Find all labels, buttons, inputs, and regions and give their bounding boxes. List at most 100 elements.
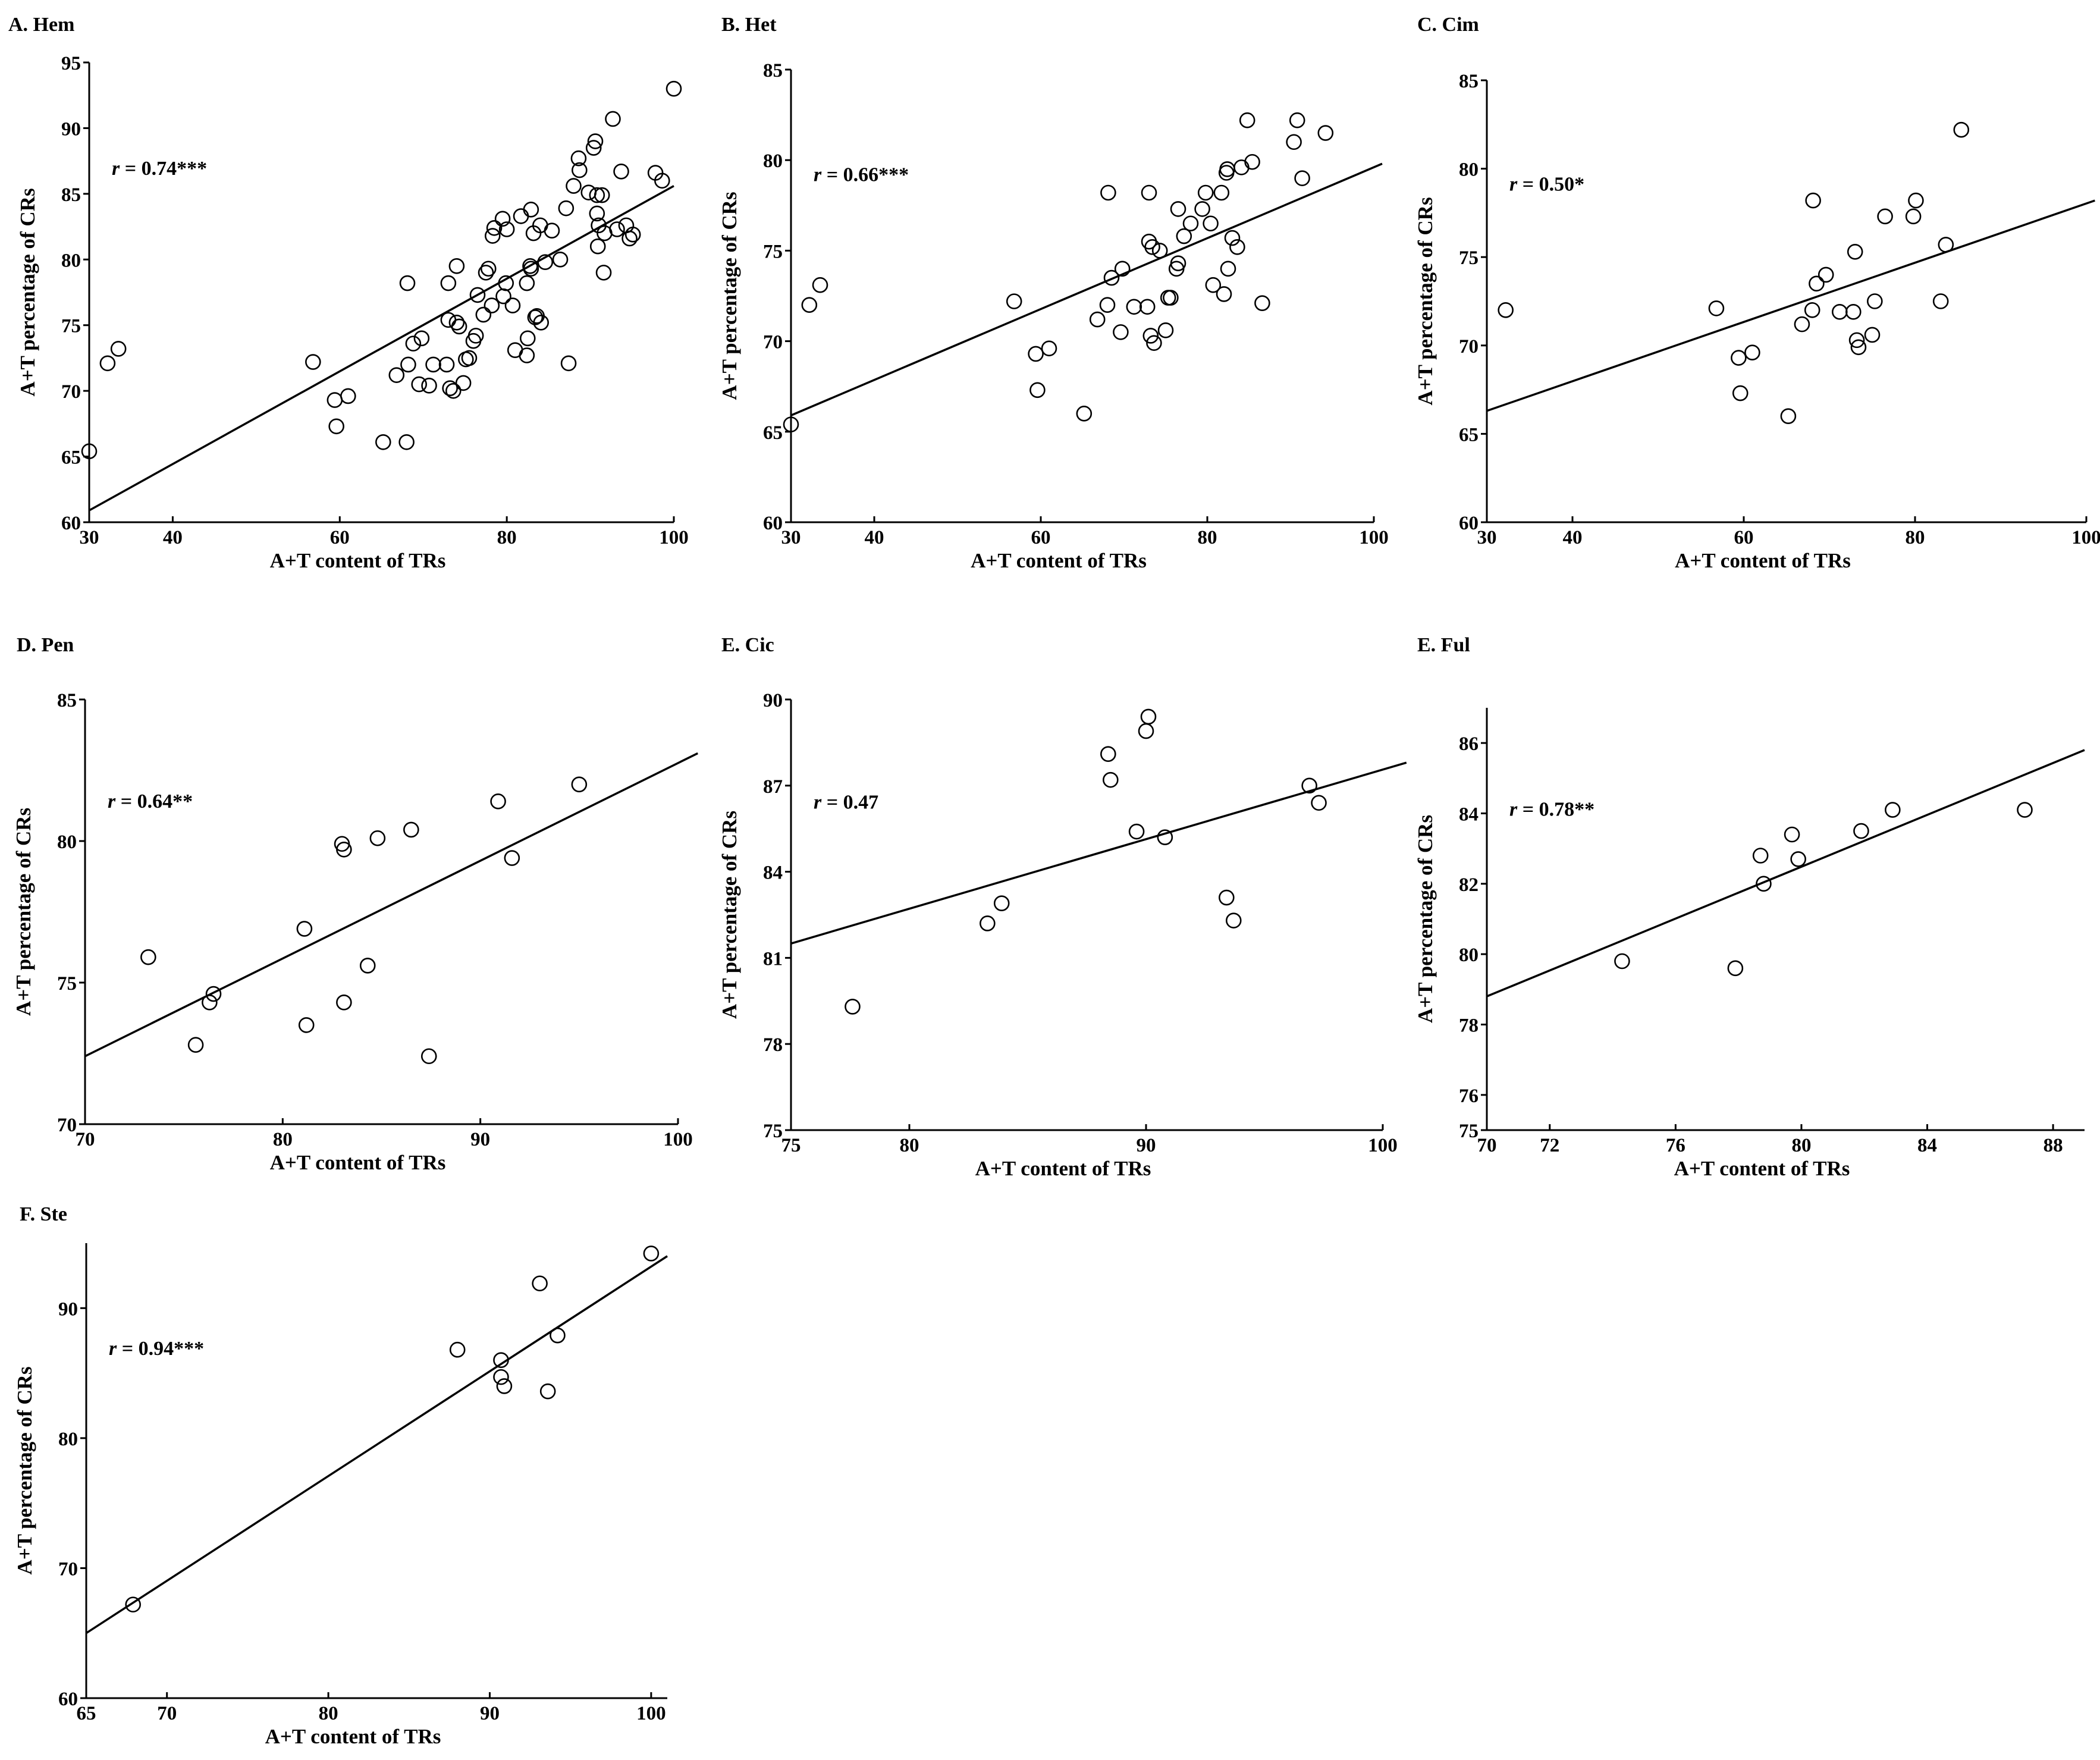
data-point (1850, 339, 1867, 356)
data-point (1103, 771, 1119, 788)
data-point (654, 172, 670, 189)
data-point (519, 275, 535, 291)
data-point (455, 375, 472, 391)
data-point (486, 219, 503, 236)
data-point (1848, 332, 1865, 349)
data-point (398, 434, 415, 450)
data-point (1224, 230, 1241, 246)
data-point (1953, 121, 1970, 138)
data-point (296, 921, 313, 937)
y-tick-label: 85 (1459, 71, 1479, 92)
data-point (461, 350, 478, 366)
y-axis-label: A+T percentage of CRs (13, 1366, 36, 1574)
x-tick-label: 90 (470, 1129, 490, 1150)
data-point (550, 1327, 566, 1344)
data-point (1784, 826, 1800, 843)
data-point (495, 288, 511, 305)
chart-panel-g: F. Ste 65 70 80 90 100 60 70 80 90 A+T content of … (13, 1203, 668, 1748)
data-point (589, 205, 605, 222)
data-point (187, 1037, 204, 1053)
data-point (445, 382, 462, 399)
data-point (1756, 876, 1772, 892)
data-point (413, 330, 430, 347)
x-tick-label: 100 (1368, 1135, 1398, 1156)
x-axis-label: A+T content of TRs (270, 549, 446, 572)
data-point (605, 111, 621, 127)
x-axis-label: A+T content of TRs (1675, 549, 1851, 572)
y-tick-label: 82 (1459, 874, 1479, 896)
y-tick-label: 85 (763, 60, 783, 81)
data-point (480, 261, 497, 277)
y-axis-label: A+T percentage of CRs (1414, 197, 1437, 405)
panel-title: C. Cim (1417, 14, 1479, 36)
data-point (1809, 275, 1825, 292)
data-point (513, 208, 529, 224)
data-point (1229, 239, 1245, 255)
data-point (1113, 324, 1129, 340)
y-tick-label: 70 (763, 332, 783, 353)
data-point (2017, 802, 2033, 818)
data-point (613, 164, 629, 180)
data-point (1140, 708, 1157, 725)
data-point (1144, 239, 1160, 255)
data-point (570, 150, 587, 167)
y-tick-label: 90 (61, 118, 81, 140)
data-point (572, 162, 588, 178)
data-point (475, 306, 492, 323)
data-point (1203, 215, 1219, 232)
y-tick-label: 95 (61, 53, 81, 74)
data-point (560, 355, 577, 372)
data-point (993, 895, 1010, 911)
y-tick-label: 80 (1459, 945, 1479, 966)
y-tick-label: 81 (763, 948, 783, 970)
data-point (1254, 295, 1270, 311)
x-tick-label: 60 (330, 527, 350, 548)
data-point (1727, 960, 1744, 977)
y-tick-label: 80 (57, 832, 77, 853)
data-point (1780, 408, 1797, 424)
x-tick-label: 90 (1137, 1135, 1156, 1156)
y-tick-label: 60 (1459, 513, 1479, 534)
correlation-label: r = 0.64** (108, 790, 193, 812)
x-tick-label: 80 (319, 1703, 338, 1724)
data-point (580, 184, 597, 200)
data-point (1170, 255, 1186, 272)
y-tick-label: 90 (58, 1298, 78, 1320)
x-tick-label: 90 (480, 1703, 500, 1724)
x-tick-label: 88 (2044, 1135, 2063, 1156)
panel-title: D. Pen (17, 634, 74, 656)
data-point (493, 1352, 509, 1369)
data-point (1194, 201, 1210, 217)
y-tick-label: 80 (763, 150, 783, 172)
panel-title: B. Het (721, 14, 777, 36)
x-tick-label: 30 (1477, 527, 1497, 548)
x-tick-label: 100 (659, 527, 689, 548)
data-point (1877, 208, 1893, 225)
data-point (585, 140, 602, 156)
data-point (340, 388, 356, 404)
data-point (81, 443, 98, 460)
regression-line (1486, 199, 2095, 412)
y-tick-label: 80 (1459, 159, 1479, 181)
data-point (110, 341, 127, 357)
x-tick-label: 75 (781, 1135, 801, 1156)
data-point (140, 949, 156, 965)
data-point (369, 830, 386, 846)
data-point (388, 367, 405, 383)
x-tick-label: 84 (1917, 1135, 1937, 1156)
y-tick-label: 75 (763, 241, 783, 262)
correlation-label: r = 0.78** (1509, 799, 1594, 821)
x-tick-label: 80 (497, 527, 517, 548)
y-tick-label: 70 (58, 1558, 78, 1580)
data-point (1867, 293, 1883, 309)
x-tick-label: 80 (1906, 527, 1925, 548)
data-point (448, 314, 465, 331)
regression-line (89, 185, 674, 512)
data-point (1294, 170, 1310, 186)
data-point (205, 986, 222, 1002)
data-point (202, 994, 218, 1011)
data-point (624, 227, 641, 243)
x-tick-label: 100 (2071, 527, 2100, 548)
data-point (589, 187, 605, 203)
data-point (609, 221, 625, 237)
